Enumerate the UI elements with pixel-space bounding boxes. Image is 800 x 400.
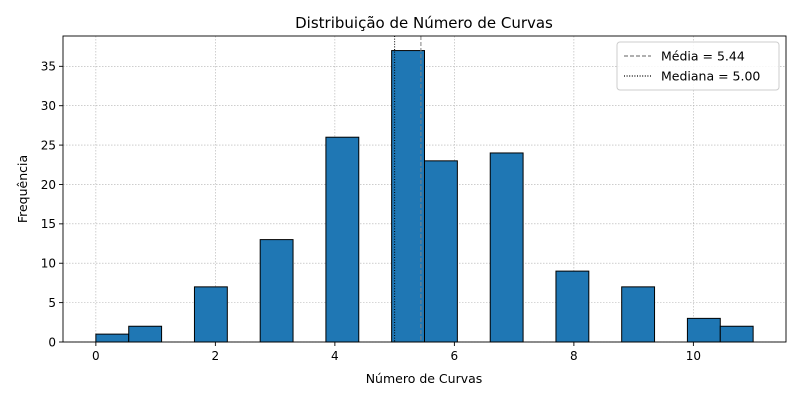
y-axis-label: Frequência [15, 155, 30, 223]
y-tick-label: 20 [41, 178, 56, 192]
y-tick-label: 10 [41, 257, 56, 271]
x-tick-label: 6 [451, 349, 459, 363]
histogram-bar [95, 333, 130, 343]
histogram-bar [686, 317, 721, 343]
x-tick-label: 2 [212, 349, 220, 363]
legend-median-label: Mediana = 5.00 [661, 69, 760, 84]
histogram-bar [193, 286, 228, 343]
y-tick-label: 15 [41, 217, 56, 231]
histogram-bar [391, 50, 425, 343]
y-tick-label: 30 [41, 99, 56, 113]
y-tick-label: 0 [48, 335, 56, 349]
bars-layer [95, 50, 754, 343]
legend: Média = 5.44 Mediana = 5.00 [616, 41, 780, 91]
y-tick-label: 25 [41, 138, 56, 152]
x-tick-label: 4 [331, 349, 339, 363]
x-tick-label: 10 [686, 349, 701, 363]
legend-mean-label: Média = 5.44 [661, 49, 745, 64]
chart-title: Distribuição de Número de Curvas [295, 14, 553, 32]
legend-box [616, 41, 780, 91]
ticks-layer: 0 2 4 6 8 10 0 5 10 15 20 25 30 35 [41, 60, 701, 363]
histogram-bar [719, 325, 754, 343]
y-tick-label: 35 [41, 60, 56, 74]
x-axis-label: Número de Curvas [366, 371, 483, 386]
histogram-bar [424, 160, 458, 343]
histogram-bar [555, 270, 590, 343]
y-tick-label: 5 [48, 296, 56, 310]
plot-frame [62, 35, 787, 343]
histogram-bar [621, 286, 656, 343]
histogram-bar [489, 152, 524, 343]
histogram-bar [325, 136, 360, 343]
x-tick-label: 8 [570, 349, 578, 363]
histogram-bar [259, 239, 294, 343]
x-tick-label: 0 [92, 349, 100, 363]
reference-lines-layer [394, 36, 422, 342]
histogram-bar [128, 325, 163, 343]
